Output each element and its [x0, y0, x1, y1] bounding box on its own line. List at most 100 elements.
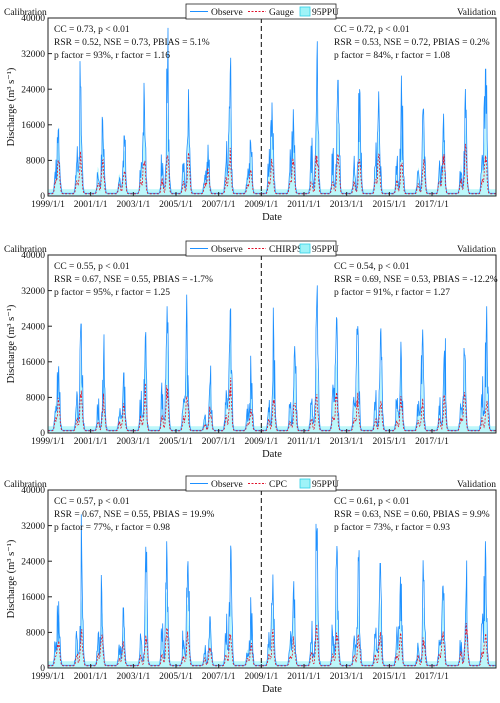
x-tick-label: 2003/1/1 — [116, 672, 150, 682]
y-tick-label: 40000 — [21, 251, 45, 261]
x-tick-label: 2009/1/1 — [244, 200, 278, 210]
x-tick-label: 2011/1/1 — [287, 437, 321, 447]
series-gauge-line — [48, 143, 496, 195]
validation-label: Validation — [457, 8, 496, 18]
y-tick-label: 8000 — [26, 157, 45, 167]
calibration-stat-line: p factor = 93%, r factor = 1.16 — [54, 50, 170, 61]
validation-stat-line: CC = 0.61, p < 0.01 — [334, 497, 410, 507]
legend-box — [185, 475, 337, 492]
calibration-label: Calibration — [4, 245, 47, 255]
x-tick-label: 2007/1/1 — [202, 437, 236, 447]
series-cpc-line — [48, 622, 496, 667]
x-tick-label: 2009/1/1 — [244, 672, 278, 682]
series-group — [48, 514, 496, 668]
y-tick-label: 16000 — [21, 358, 45, 368]
calibration-label: Calibration — [4, 8, 47, 18]
legend-product-label: CHIRPS — [269, 245, 302, 255]
x-axis-title: Date — [262, 449, 282, 460]
legend-95ppu-label: 95PPU — [312, 480, 339, 490]
calibration-stat-line: RSR = 0.67, NSE = 0.55, PBIAS = 19.9% — [54, 510, 215, 520]
x-tick-label: 2013/1/1 — [330, 672, 364, 682]
x-tick-label: 2013/1/1 — [330, 437, 364, 447]
validation-stat-line: p factor = 91%, r factor = 1.27 — [334, 287, 450, 298]
y-axis-title: Discharge (m³ s⁻¹) — [6, 304, 17, 383]
x-tick-label: 2015/1/1 — [372, 672, 406, 682]
calibration-stat-line: RSR = 0.52, NSE = 0.73, PBIAS = 5.1% — [54, 38, 210, 48]
series-95ppu-band — [48, 98, 496, 196]
validation-stat-line: CC = 0.54, p < 0.01 — [334, 262, 410, 272]
chart-panel-bottom: 0 8000 16000 24000 32000 40000 1999/1/1 2001/1/… — [4, 475, 497, 695]
y-tick-label: 24000 — [21, 85, 45, 95]
series-observe-line — [48, 514, 496, 666]
legend-95ppu-swatch — [299, 243, 311, 254]
x-tick-label: 2003/1/1 — [116, 437, 150, 447]
y-tick-label: 0 — [40, 664, 45, 674]
x-tick-label: 2005/1/1 — [159, 437, 193, 447]
y-tick-label: 0 — [40, 192, 45, 202]
legend: Observe CPC 95PPU — [185, 475, 339, 492]
x-tick-label: 1999/1/1 — [31, 672, 65, 682]
validation-label: Validation — [457, 245, 496, 255]
legend-box — [185, 240, 337, 257]
x-tick-label: 2003/1/1 — [116, 200, 150, 210]
chart-panel-middle: 0 8000 16000 24000 32000 40000 1999/1/1 2001/1/… — [4, 240, 498, 460]
validation-stat-line: RSR = 0.63, NSE = 0.60, PBIAS = 9.9% — [334, 510, 490, 520]
legend-95ppu-label: 95PPU — [312, 8, 339, 18]
y-tick-label: 32000 — [21, 50, 45, 60]
legend: Observe CHIRPS 95PPU — [185, 240, 339, 257]
y-tick-label: 32000 — [21, 287, 45, 297]
series-observe-line — [48, 27, 496, 194]
x-tick-label: 1999/1/1 — [31, 437, 65, 447]
calibration-stat-line: p factor = 95%, r factor = 1.25 — [54, 287, 170, 298]
legend-observe-label: Observe — [211, 245, 243, 255]
calibration-stat-line: CC = 0.73, p < 0.01 — [54, 25, 130, 35]
legend-product-label: CPC — [269, 480, 287, 490]
legend-95ppu-swatch — [299, 478, 311, 489]
validation-stat-line: p factor = 73%, r factor = 0.93 — [334, 522, 450, 533]
legend-product-label: Gauge — [269, 8, 294, 18]
y-tick-label: 40000 — [21, 486, 45, 496]
x-axis-title: Date — [262, 212, 282, 223]
y-tick-label: 0 — [40, 429, 45, 439]
series-group — [48, 285, 496, 433]
legend-95ppu-swatch — [299, 6, 311, 17]
x-tick-label: 2001/1/1 — [74, 672, 108, 682]
validation-stat-line: RSR = 0.69, NSE = 0.53, PBIAS = -12.2% — [334, 275, 498, 285]
calibration-label: Calibration — [4, 480, 47, 490]
series-95ppu-band — [48, 582, 496, 668]
calibration-stat-line: CC = 0.55, p < 0.01 — [54, 262, 130, 272]
calibration-stat-line: RSR = 0.67, NSE = 0.55, PBIAS = -1.7% — [54, 275, 213, 285]
legend-box — [185, 3, 337, 20]
y-tick-label: 16000 — [21, 593, 45, 603]
calibration-stat-line: p factor = 77%, r factor = 0.98 — [54, 522, 170, 533]
x-tick-label: 2017/1/1 — [415, 200, 449, 210]
x-tick-label: 2017/1/1 — [415, 672, 449, 682]
x-tick-label: 2005/1/1 — [159, 672, 193, 682]
legend-95ppu-label: 95PPU — [312, 245, 339, 255]
x-tick-label: 2015/1/1 — [372, 437, 406, 447]
x-tick-label: 2005/1/1 — [159, 200, 193, 210]
x-tick-label: 1999/1/1 — [31, 200, 65, 210]
x-axis-title: Date — [262, 684, 282, 695]
y-tick-label: 24000 — [21, 557, 45, 567]
validation-stat-line: p factor = 84%, r factor = 1.08 — [334, 50, 450, 61]
x-tick-label: 2015/1/1 — [372, 200, 406, 210]
legend: Observe Gauge 95PPU — [185, 3, 339, 20]
y-tick-label: 8000 — [26, 629, 45, 639]
y-tick-label: 32000 — [21, 522, 45, 532]
chart-panel-top: 0 8000 16000 24000 32000 40000 1999/1/1 2001/1/… — [4, 3, 497, 223]
y-tick-label: 16000 — [21, 121, 45, 131]
x-tick-label: 2001/1/1 — [74, 200, 108, 210]
series-group — [48, 27, 496, 196]
calibration-stat-line: CC = 0.57, p < 0.01 — [54, 497, 130, 507]
x-tick-label: 2007/1/1 — [202, 200, 236, 210]
y-axis-title: Discharge (m³ s⁻¹) — [6, 539, 17, 618]
y-tick-label: 8000 — [26, 394, 45, 404]
validation-stat-line: CC = 0.72, p < 0.01 — [334, 25, 410, 35]
x-tick-label: 2009/1/1 — [244, 437, 278, 447]
x-tick-label: 2011/1/1 — [287, 200, 321, 210]
legend-observe-label: Observe — [211, 480, 243, 490]
legend-observe-label: Observe — [211, 8, 243, 18]
y-tick-label: 24000 — [21, 322, 45, 332]
